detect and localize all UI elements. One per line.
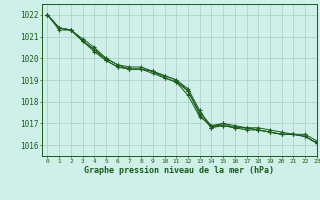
- X-axis label: Graphe pression niveau de la mer (hPa): Graphe pression niveau de la mer (hPa): [84, 166, 274, 175]
